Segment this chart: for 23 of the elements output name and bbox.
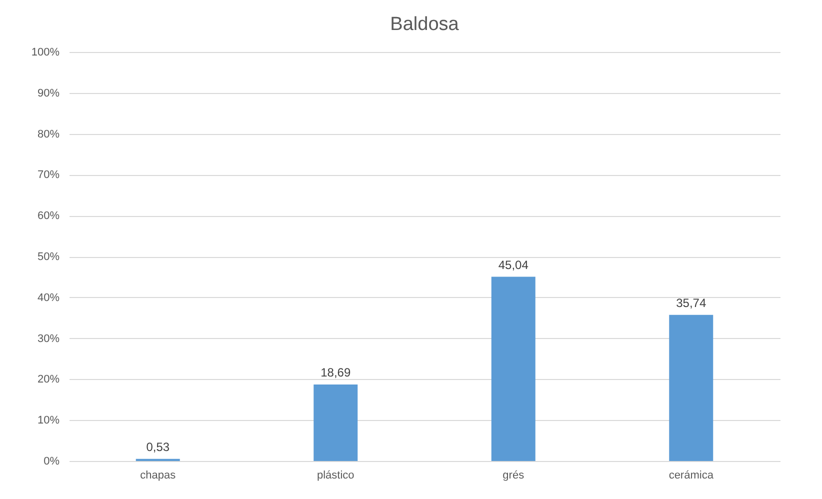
x-tick-label: grés	[502, 470, 525, 482]
y-tick-label: 90%	[37, 87, 60, 100]
y-tick-label: 70%	[37, 169, 60, 182]
x-tick-label: chapas	[140, 470, 176, 482]
y-tick-label: 10%	[37, 414, 60, 427]
y-tick-label: 20%	[37, 374, 60, 386]
x-tick-label: plástico	[316, 470, 354, 482]
y-tick-label: 30%	[37, 332, 60, 345]
bar	[491, 276, 536, 461]
y-tick-label: 50%	[37, 251, 60, 263]
x-tick-label: cerámica	[668, 470, 714, 482]
y-tick-label: 40%	[37, 292, 60, 304]
y-tick-label: 80%	[37, 128, 60, 140]
data-label: 45,04	[498, 258, 529, 272]
chart-title: Baldosa	[390, 14, 460, 35]
y-tick-label: 60%	[37, 210, 60, 222]
y-tick-label: 100%	[31, 46, 60, 58]
data-label: 0,53	[146, 440, 170, 454]
data-label: 35,74	[676, 296, 706, 310]
bar	[669, 314, 714, 461]
bar	[314, 384, 358, 461]
y-tick-label: 0%	[44, 456, 60, 468]
data-label: 18,69	[320, 366, 351, 380]
